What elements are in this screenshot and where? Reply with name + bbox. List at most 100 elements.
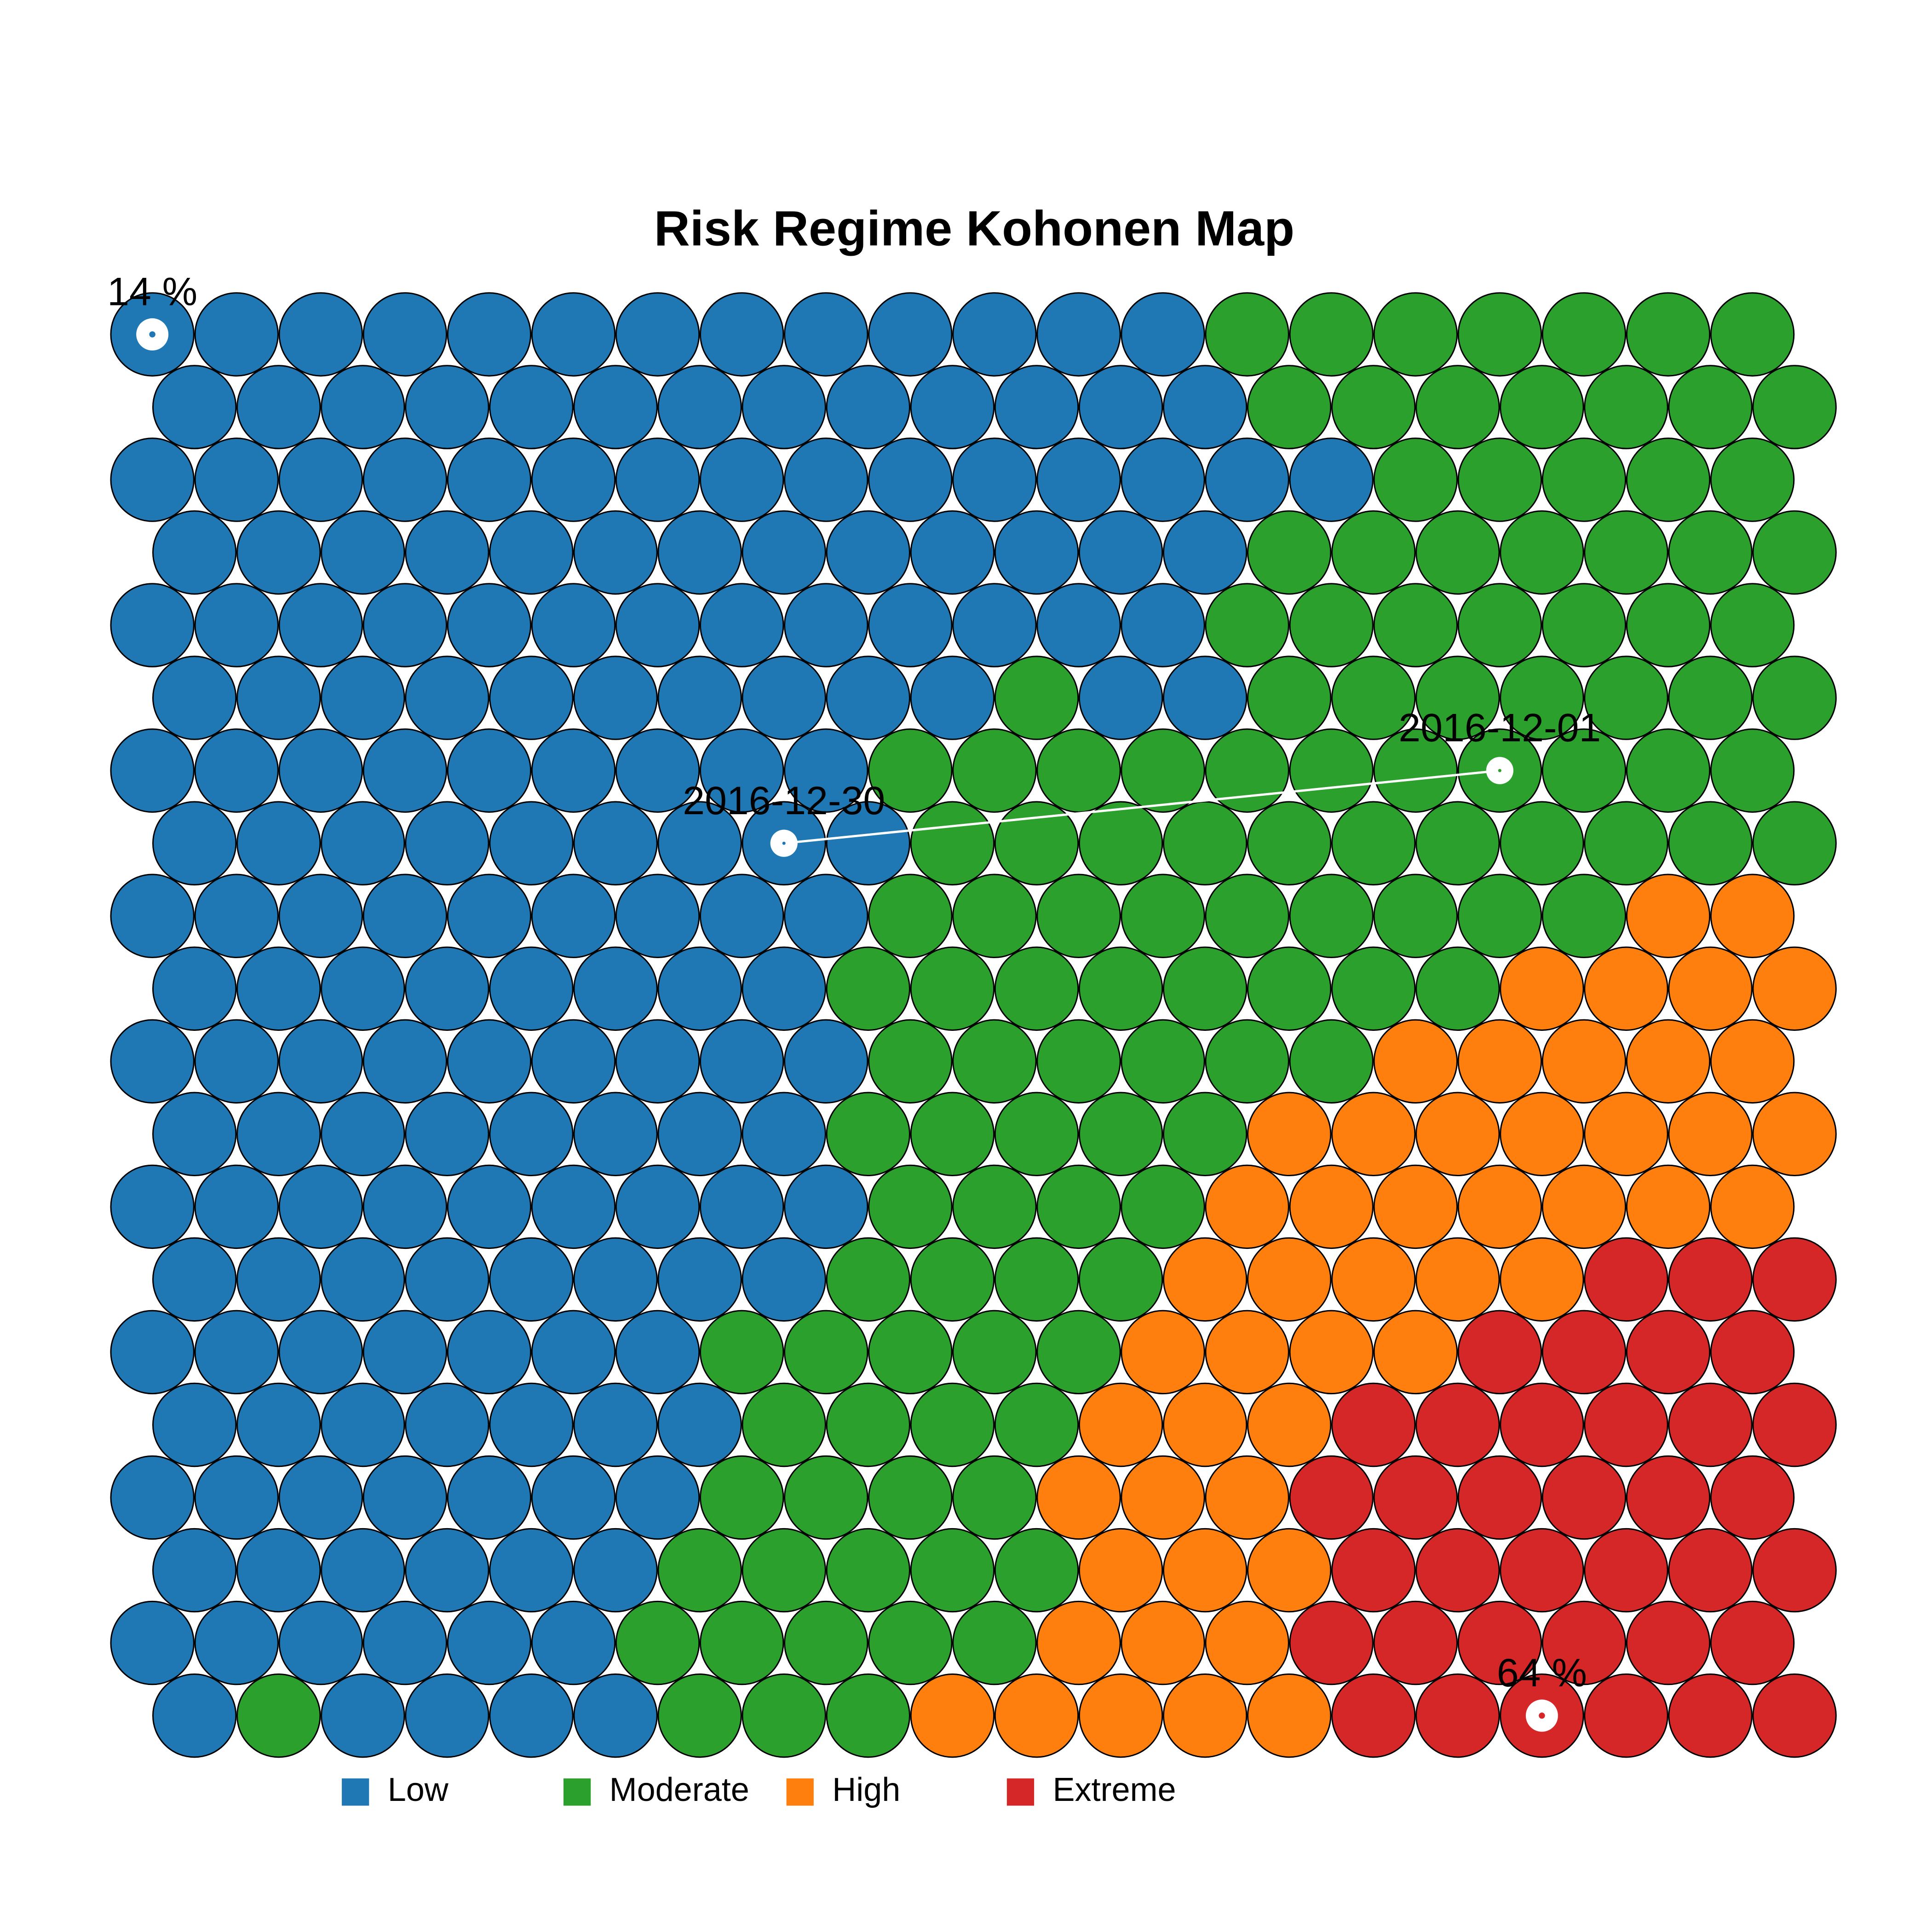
som-cell (1373, 1019, 1458, 1104)
som-cell (1205, 583, 1289, 667)
som-cell (1457, 1310, 1542, 1395)
som-cell (278, 1310, 363, 1395)
som-cell (1373, 874, 1458, 958)
som-cell (1457, 874, 1542, 958)
som-cell (1373, 1164, 1458, 1249)
som-cell (236, 946, 321, 1031)
som-cell (868, 1164, 953, 1249)
som-cell (1710, 1164, 1795, 1249)
som-cell (1668, 946, 1753, 1031)
som-cell (1710, 583, 1795, 667)
som-cell (1500, 365, 1584, 449)
som-cell (700, 728, 784, 813)
som-cell (1668, 1237, 1753, 1322)
som-cell (1500, 946, 1584, 1031)
som-cell (236, 1092, 321, 1177)
som-cell (784, 1600, 868, 1685)
som-cell (1078, 365, 1163, 449)
som-cell (1752, 365, 1837, 449)
som-cell (489, 1528, 574, 1613)
som-cell (531, 583, 616, 667)
som-cell (952, 1600, 1037, 1685)
som-cell (489, 510, 574, 595)
som-cell (826, 1382, 911, 1467)
som-cell (657, 656, 742, 740)
som-cell (784, 1019, 868, 1104)
som-cell (1205, 874, 1289, 958)
som-cell (952, 292, 1037, 377)
trajectory-line (783, 769, 1500, 845)
som-cell (1584, 801, 1668, 886)
som-cell (573, 801, 658, 886)
som-cell (1162, 946, 1248, 1031)
som-cell (700, 1455, 784, 1540)
som-cell (447, 1310, 532, 1395)
som-cell (321, 801, 405, 886)
som-cell (994, 801, 1079, 886)
som-cell (1626, 1310, 1711, 1395)
som-cell (994, 510, 1079, 595)
som-cell (1331, 946, 1416, 1031)
som-cell (700, 1019, 784, 1104)
som-cell (1078, 946, 1163, 1031)
legend-label: Moderate (610, 1771, 749, 1808)
som-cell (910, 510, 995, 595)
som-cell (447, 583, 532, 667)
som-cell (1036, 1019, 1121, 1104)
som-cell (910, 946, 995, 1031)
som-cell (1415, 946, 1500, 1031)
som-cell (1752, 510, 1837, 595)
som-cell (1710, 437, 1795, 522)
som-cell (952, 874, 1037, 958)
som-cell (657, 1673, 742, 1758)
som-cell (1289, 437, 1374, 522)
som-cell (784, 1455, 868, 1540)
som-cell (1457, 437, 1542, 522)
som-cell (1373, 1455, 1458, 1540)
som-cell (1373, 1310, 1458, 1395)
som-cell (910, 801, 995, 886)
som-cell (1668, 365, 1753, 449)
som-cell (110, 437, 195, 522)
som-cell (362, 437, 448, 522)
som-cell (1415, 510, 1500, 595)
som-cell (278, 1455, 363, 1540)
som-cell (1373, 437, 1458, 522)
som-cell (1415, 801, 1500, 886)
som-cell (742, 1382, 826, 1467)
som-cell (1121, 1455, 1205, 1540)
som-cell (236, 510, 321, 595)
som-cell (362, 1455, 448, 1540)
som-cell (405, 365, 489, 449)
som-cell (1331, 1237, 1416, 1322)
som-cell (826, 1092, 911, 1177)
som-cell (1584, 656, 1668, 740)
trajectory-label: 2016-12-30 (683, 779, 885, 823)
som-cell (531, 1310, 616, 1395)
som-cell (194, 583, 279, 667)
som-cell (1415, 1382, 1500, 1467)
som-cell (1500, 1237, 1584, 1322)
som-cell (742, 510, 826, 595)
som-cell (321, 1673, 405, 1758)
som-cell (784, 1164, 868, 1249)
som-cell (868, 437, 953, 522)
som-cell (784, 583, 868, 667)
som-cell (1500, 801, 1584, 886)
som-cell (1626, 292, 1711, 377)
som-cell (1078, 1673, 1163, 1758)
som-cell (110, 1310, 195, 1395)
som-cell (194, 1455, 279, 1540)
som-cell (1457, 1600, 1542, 1685)
som-cell (615, 1164, 700, 1249)
som-cell (236, 1673, 321, 1758)
som-cell (826, 1528, 911, 1613)
som-cell (278, 437, 363, 522)
som-cell (784, 874, 868, 958)
som-cell (1036, 1600, 1121, 1685)
som-cell (447, 437, 532, 522)
som-cell (615, 583, 700, 667)
som-cell (1289, 1019, 1374, 1104)
som-cell (152, 801, 237, 886)
som-cell (1289, 292, 1374, 377)
